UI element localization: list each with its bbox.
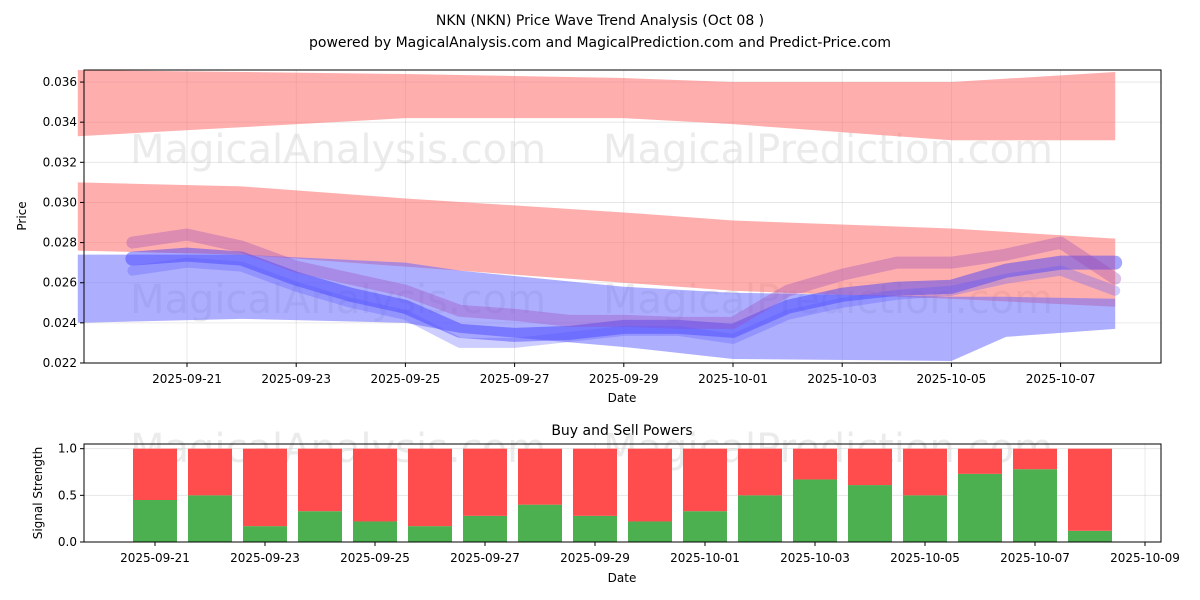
price-x-tick-label: 2025-09-25 bbox=[371, 372, 441, 386]
buy-power-bar bbox=[628, 521, 672, 542]
sell-power-bar bbox=[1013, 449, 1057, 470]
price-y-tick-label: 0.032 bbox=[43, 155, 77, 169]
price-x-tick-label: 2025-09-27 bbox=[480, 372, 550, 386]
buy-power-bar bbox=[518, 505, 562, 542]
sell-power-bar bbox=[738, 449, 782, 496]
price-x-tick-label: 2025-09-21 bbox=[152, 372, 222, 386]
watermark-analysis-top: MagicalAnalysis.com bbox=[130, 127, 546, 173]
buy-power-bar bbox=[573, 516, 617, 542]
signal-x-tick-label: 2025-09-25 bbox=[340, 551, 410, 565]
price-x-tick-label: 2025-10-07 bbox=[1026, 372, 1096, 386]
buy-power-bar bbox=[958, 474, 1002, 542]
signal-y-tick-label: 1.0 bbox=[58, 442, 77, 456]
sell-power-bar bbox=[958, 449, 1002, 474]
buy-power-bar bbox=[353, 521, 397, 542]
price-y-tick-label: 0.022 bbox=[43, 356, 77, 370]
sell-power-bar bbox=[628, 449, 672, 522]
buy-power-bar bbox=[903, 495, 947, 542]
signal-x-tick-label: 2025-10-05 bbox=[890, 551, 960, 565]
sell-power-bar bbox=[793, 449, 837, 480]
signal-y-tick-label: 0.0 bbox=[58, 535, 77, 549]
signal-x-axis: 2025-09-21 2025-09-23 2025-09-25 2025-09-27… bbox=[120, 542, 1180, 565]
chart-subtitle: powered by MagicalAnalysis.com and Magic… bbox=[309, 35, 891, 51]
buy-power-bar bbox=[243, 526, 287, 542]
buy-power-bar bbox=[408, 526, 452, 542]
signal-x-tick-label: 2025-09-27 bbox=[450, 551, 520, 565]
buy-power-bar bbox=[1013, 469, 1057, 542]
chart-title: NKN (NKN) Price Wave Trend Analysis (Oct… bbox=[436, 13, 764, 29]
buy-power-bar bbox=[188, 495, 232, 542]
sell-power-bar bbox=[408, 449, 452, 526]
price-y-tick-label: 0.024 bbox=[43, 316, 77, 330]
buy-power-bar bbox=[298, 511, 342, 542]
sell-power-bar bbox=[1068, 449, 1112, 531]
signal-x-tick-label: 2025-10-03 bbox=[780, 551, 850, 565]
buy-power-bar bbox=[738, 495, 782, 542]
price-x-tick-label: 2025-09-29 bbox=[589, 372, 659, 386]
price-panel: MagicalAnalysis.com MagicalPrediction.co… bbox=[15, 70, 1161, 405]
signal-x-tick-label: 2025-09-21 bbox=[120, 551, 190, 565]
sell-power-bar bbox=[353, 449, 397, 522]
sell-power-bar bbox=[518, 449, 562, 505]
price-x-tick-label: 2025-10-03 bbox=[807, 372, 877, 386]
price-x-axis: 2025-09-21 2025-09-23 2025-09-25 2025-09-27… bbox=[152, 363, 1095, 386]
buy-power-bar bbox=[848, 485, 892, 542]
buy-power-bar bbox=[463, 516, 507, 542]
sell-power-bar bbox=[133, 449, 177, 500]
price-y-tick-label: 0.030 bbox=[43, 195, 77, 209]
signal-x-tick-label: 2025-10-07 bbox=[1000, 551, 1070, 565]
sell-power-bar bbox=[573, 449, 617, 516]
sell-power-bar bbox=[848, 449, 892, 485]
buy-power-bar bbox=[1068, 531, 1112, 542]
sell-power-bar bbox=[463, 449, 507, 516]
signal-y-axis: 0.0 0.5 1.0 bbox=[58, 442, 84, 549]
signal-panel: Buy and Sell Powers MagicalAnalysis.com … bbox=[31, 423, 1180, 585]
price-x-tick-label: 2025-10-05 bbox=[917, 372, 987, 386]
signal-y-tick-label: 0.5 bbox=[58, 488, 77, 502]
signal-y-axis-title: Signal Strength bbox=[31, 447, 45, 540]
sell-power-bar bbox=[683, 449, 727, 512]
price-x-axis-title: Date bbox=[608, 391, 637, 405]
buy-power-bar bbox=[793, 479, 837, 542]
price-y-axis: 0.022 0.024 0.026 0.028 0.030 0.032 0.034 0.036 bbox=[43, 75, 84, 370]
buy-power-bar bbox=[683, 511, 727, 542]
price-x-tick-label: 2025-09-23 bbox=[261, 372, 331, 386]
sell-power-bar bbox=[188, 449, 232, 496]
buy-power-bar bbox=[133, 500, 177, 542]
signal-x-tick-label: 2025-09-23 bbox=[230, 551, 300, 565]
sell-power-bar bbox=[298, 449, 342, 512]
sell-power-bar bbox=[903, 449, 947, 496]
signal-x-axis-title: Date bbox=[608, 571, 637, 585]
signal-x-tick-label: 2025-09-29 bbox=[560, 551, 630, 565]
price-y-tick-label: 0.028 bbox=[43, 236, 77, 250]
price-y-tick-label: 0.034 bbox=[43, 115, 77, 129]
price-y-axis-title: Price bbox=[15, 201, 29, 230]
price-x-tick-label: 2025-10-01 bbox=[698, 372, 768, 386]
sell-power-bar bbox=[243, 449, 287, 526]
signal-x-tick-label: 2025-10-01 bbox=[670, 551, 740, 565]
price-y-tick-label: 0.036 bbox=[43, 75, 77, 89]
price-y-tick-label: 0.026 bbox=[43, 276, 77, 290]
signal-x-tick-label: 2025-10-09 bbox=[1110, 551, 1180, 565]
